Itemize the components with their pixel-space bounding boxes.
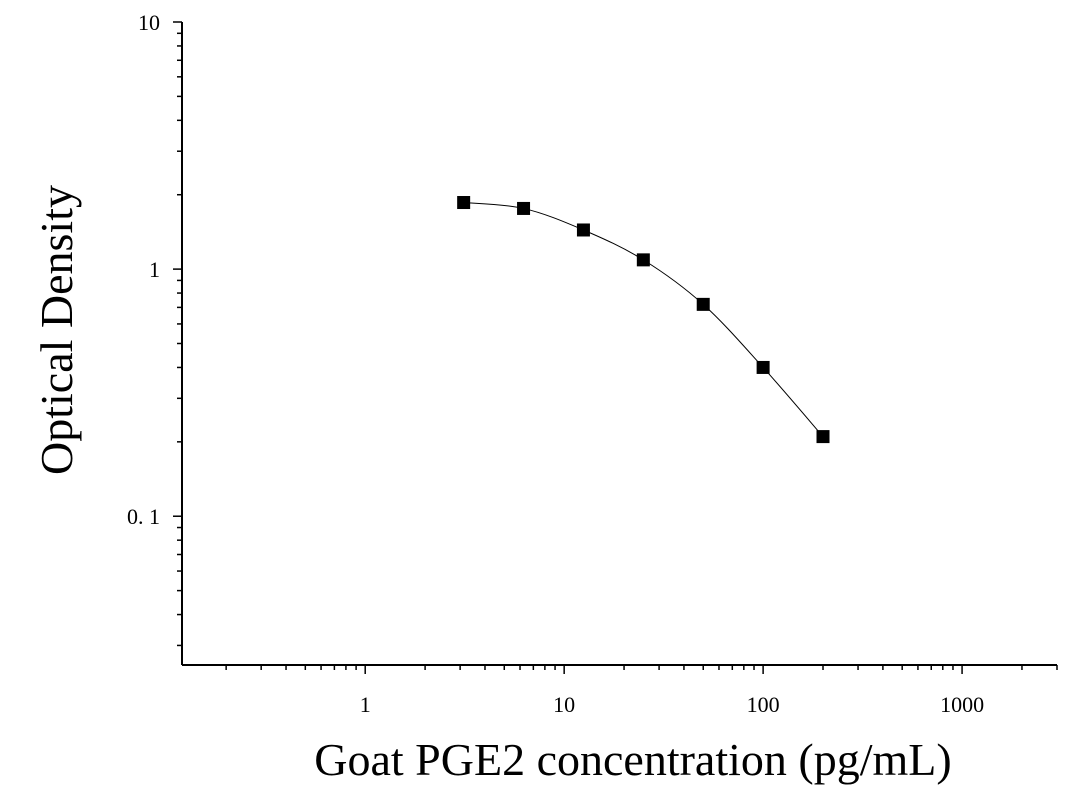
y-tick-labels: 10 1 0. 1: [127, 10, 160, 529]
x-axis-title: Goat PGE2 concentration (pg/mL): [314, 734, 951, 785]
y-tick-label: 0. 1: [127, 504, 160, 529]
data-point: [457, 196, 471, 210]
x-tick-labels: 1 10 100 1000: [360, 692, 984, 717]
data-point: [756, 360, 770, 374]
data-point: [517, 201, 531, 215]
y-axis-title: Optical Density: [31, 185, 82, 475]
fit-curve: [463, 202, 824, 437]
x-tick-label: 100: [747, 692, 780, 717]
x-tick-label: 1000: [940, 692, 984, 717]
x-tick-label: 10: [553, 692, 575, 717]
x-ticks: [225, 665, 1058, 674]
y-tick-label: 10: [138, 10, 160, 35]
data-points: [457, 196, 830, 444]
data-point: [816, 430, 830, 444]
data-point: [696, 297, 710, 311]
y-ticks: [173, 21, 182, 647]
data-point: [636, 253, 650, 267]
x-tick-label: 1: [360, 692, 371, 717]
y-tick-label: 1: [149, 257, 160, 282]
axes: [181, 22, 1057, 666]
data-point: [576, 223, 590, 237]
